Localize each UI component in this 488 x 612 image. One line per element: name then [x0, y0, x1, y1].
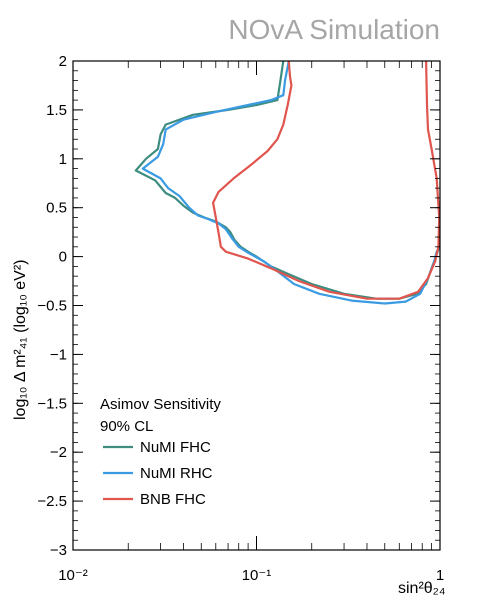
- contour-curves: [134, 61, 440, 305]
- plot-frame: [72, 60, 441, 551]
- series-line-numi-rhc: [141, 61, 440, 305]
- nova-simulation-watermark: NOvA Simulation: [228, 14, 440, 45]
- y-tick-label: 1.5: [46, 102, 67, 119]
- x-axis-label: sin²θ₂₄: [398, 580, 446, 597]
- y-axis-label: log₁₀ Δ m²₄₁ (log₁₀ eV²): [12, 259, 29, 420]
- legend-entry-label: NuMI RHC: [140, 465, 213, 482]
- x-tick-label: 1: [436, 567, 444, 584]
- y-tick-label: −2: [50, 444, 67, 461]
- x-tick-label: 10⁻²: [58, 567, 88, 584]
- legend-header-line: Asimov Sensitivity: [100, 396, 221, 413]
- y-tick-label: 2: [59, 53, 67, 70]
- legend-entry-label: BNB FHC: [140, 491, 206, 508]
- y-tick-label: 0.5: [46, 200, 67, 217]
- y-tick-label: 1: [59, 151, 67, 168]
- legend-header-line: 90% CL: [100, 418, 153, 435]
- axes: −3 −2.5 −2 −1.5 −1 −0.5 0 0.5 1 1.5 2 10⁻² 10⁻¹ 1: [37, 53, 444, 584]
- legend-entry-label: NuMI FHC: [140, 439, 211, 456]
- y-tick-label: −1.5: [37, 395, 67, 412]
- series-line-bnb-fhc: [212, 61, 440, 300]
- y-tick-label: −2.5: [37, 493, 67, 510]
- series-line-numi-fhc: [134, 61, 440, 300]
- x-tick-label: 10⁻¹: [242, 567, 272, 584]
- y-tick-label: −0.5: [37, 298, 67, 315]
- y-tick-label: 0: [59, 249, 67, 266]
- y-tick-label: −3: [50, 542, 67, 559]
- y-tick-label: −1: [50, 346, 67, 363]
- legend: Asimov Sensitivity 90% CL NuMI FHC NuMI RHC…: [100, 396, 221, 508]
